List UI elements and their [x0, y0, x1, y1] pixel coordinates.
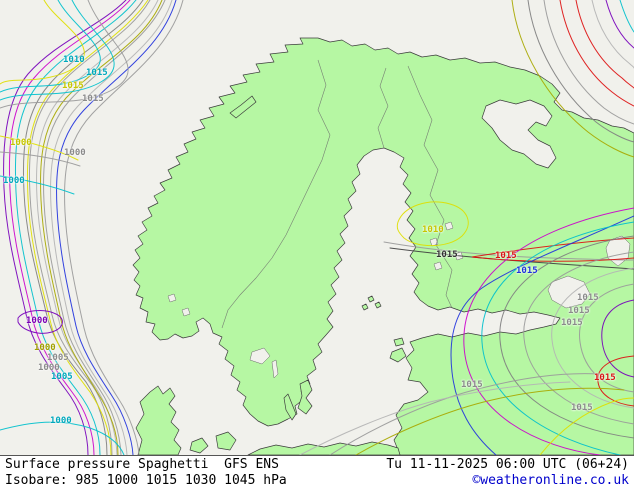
isobar-line	[559, 0, 634, 107]
isobar-lines-bottom	[299, 373, 634, 455]
coastline-denmark	[135, 385, 182, 455]
caption-bar: Surface pressure Spaghetti GFS ENS Tu 11…	[0, 455, 634, 490]
isobar-line	[450, 215, 634, 455]
isobar-line	[0, 175, 75, 195]
isobar-levels-label: Isobare: 985 1000 1015 1030 1045 hPa	[5, 473, 287, 488]
island-oland	[283, 393, 297, 421]
isobar-line	[355, 387, 625, 455]
isobar-line	[17, 310, 63, 334]
isobar-lines-center-east	[383, 201, 634, 455]
islands-lofoten	[229, 95, 257, 119]
island-saaremaa	[389, 347, 407, 363]
isobar-line	[22, 0, 144, 455]
lake-vattern	[271, 359, 279, 379]
scandinavia-pressure-map	[0, 0, 634, 455]
isobar-lines-southeast-swirl	[463, 207, 634, 455]
isobar-line	[539, 397, 634, 455]
isobar-line	[50, 0, 173, 455]
isobar-line	[619, 0, 634, 33]
island-funen	[189, 437, 209, 454]
isobar-line	[575, 0, 634, 89]
islands-aland	[361, 295, 382, 311]
isobar-line	[597, 355, 634, 407]
norway-glaciers	[167, 293, 191, 317]
isobar-line	[523, 251, 634, 425]
copyright-link[interactable]: ©weatheronline.co.uk	[472, 473, 629, 488]
isobar-line	[56, 0, 177, 455]
finnish-lakes	[429, 221, 464, 271]
isobar-line	[0, 135, 79, 161]
lake-vanern	[249, 347, 271, 365]
isobar-line	[0, 151, 81, 167]
isobar-lines-topleft-hooks	[0, 0, 129, 334]
isobar-line	[463, 207, 634, 455]
country-borders	[221, 59, 453, 329]
isobar-line	[43, 0, 166, 455]
caption-row-1: Surface pressure Spaghetti GFS ENS Tu 11…	[5, 457, 629, 473]
isobar-line	[36, 0, 159, 455]
isobar-line	[3, 0, 127, 455]
isobar-line	[543, 0, 634, 125]
lake-ladoga	[547, 275, 591, 309]
isobar-line	[299, 381, 571, 455]
isobar-line	[8, 0, 131, 455]
isobar-line	[471, 237, 634, 262]
isobar-line	[0, 0, 85, 85]
island-hiiumaa	[393, 337, 405, 347]
isobar-line	[499, 235, 634, 439]
island-zealand	[215, 431, 237, 451]
isobar-line	[0, 0, 129, 109]
isobar-line	[591, 0, 634, 69]
isobar-line	[0, 421, 125, 455]
isobar-line	[601, 299, 634, 378]
product-title: Surface pressure Spaghetti GFS ENS	[5, 457, 279, 472]
isobar-line	[329, 373, 601, 455]
isobar-line	[26, 0, 149, 455]
isobar-line	[28, 0, 151, 455]
isobar-line	[389, 247, 634, 270]
isobar-line	[579, 283, 634, 393]
border-finland-russia	[407, 65, 453, 309]
isobar-line	[481, 221, 634, 455]
isobar-line	[396, 201, 469, 247]
isobar-line	[64, 0, 184, 455]
isobar-line	[0, 0, 115, 101]
white-sea	[481, 99, 557, 169]
isobar-lines-left-bundle	[0, 0, 184, 455]
border-norway-sweden	[221, 59, 331, 329]
valid-time: Tu 11-11-2025 06:00 UTC (06+24)	[386, 457, 629, 472]
caption-row-2: Isobare: 985 1000 1015 1030 1045 hPa ©we…	[5, 473, 629, 489]
isobar-line	[527, 0, 634, 143]
isobar-line	[551, 267, 634, 409]
map-area	[0, 0, 634, 455]
isobar-line	[0, 0, 101, 93]
isobar-line	[511, 0, 634, 158]
isobar-line	[605, 0, 634, 49]
border-sweden-finland	[377, 67, 389, 149]
island-gotland	[297, 379, 313, 415]
isobar-line	[14, 0, 137, 455]
isobar-lines-topright-bundle	[511, 0, 634, 158]
isobar-line	[40, 0, 163, 455]
